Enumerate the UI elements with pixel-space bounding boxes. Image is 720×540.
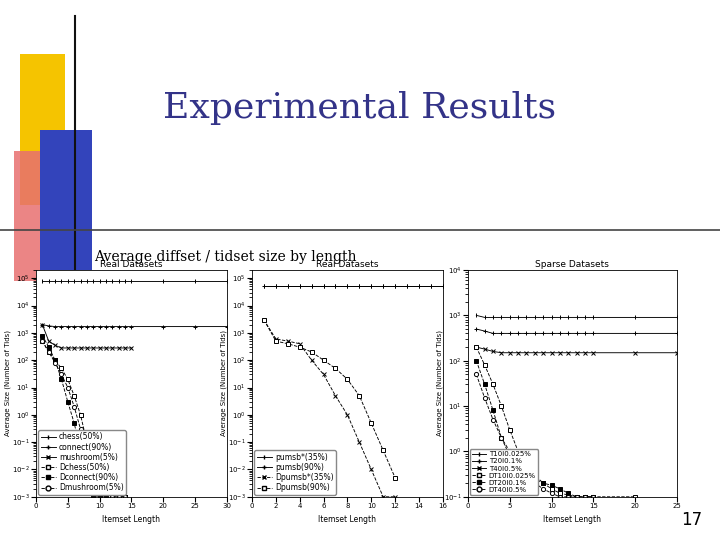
Text: Experimental Results: Experimental Results [163,91,557,125]
Bar [40,130,92,270]
Text: Average diffset / tidset size by length: Average diffset / tidset size by length [94,249,356,264]
Y-axis label: Average Size (Number of Tids): Average Size (Number of Tids) [436,330,443,436]
Title: Real Datasets: Real Datasets [100,260,163,269]
Bar [14,151,52,281]
Title: Real Datasets: Real Datasets [316,260,379,269]
Legend: T10I0.025%, T20I0.1%, T40I0.5%, DT10I0.025%, DT20I0.1%, DT40I0.5%: T10I0.025%, T20I0.1%, T40I0.5%, DT10I0.0… [470,449,538,495]
X-axis label: Itemset Length: Itemset Length [544,515,601,524]
Legend: pumsb*(35%), pumsb(90%), Dpumsb*(35%), Dpumsb(90%): pumsb*(35%), pumsb(90%), Dpumsb*(35%), D… [254,450,336,495]
Legend: chess(50%), connect(90%), mushroom(5%), Dchess(50%), Dconnect(90%), Dmushroom(5%: chess(50%), connect(90%), mushroom(5%), … [38,430,126,495]
Bar [20,54,65,205]
Y-axis label: Average Size (Number of Tids): Average Size (Number of Tids) [4,330,11,436]
X-axis label: Itemset Length: Itemset Length [102,515,161,524]
Title: Sparse Datasets: Sparse Datasets [536,260,609,269]
Text: 17: 17 [681,511,702,529]
Y-axis label: Average Size (Number of Tids): Average Size (Number of Tids) [220,330,227,436]
X-axis label: Itemset Length: Itemset Length [318,515,377,524]
